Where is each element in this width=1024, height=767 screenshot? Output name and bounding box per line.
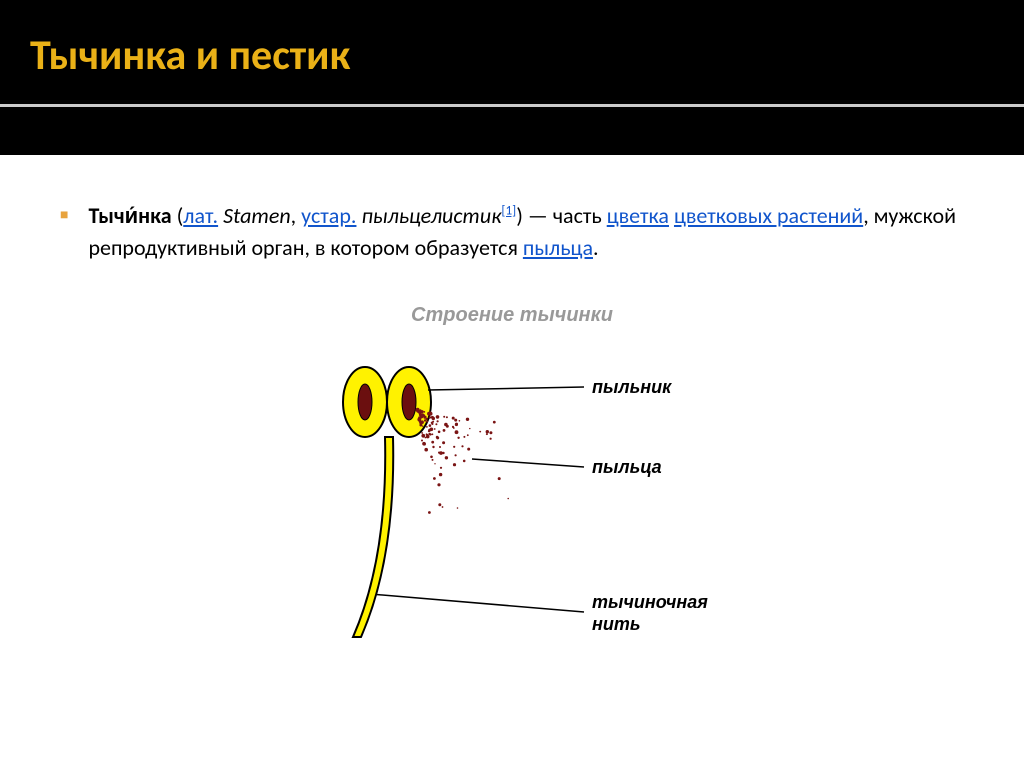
label-filament: тычиночная [592, 592, 708, 612]
link-flower[interactable]: цветка [607, 202, 669, 229]
footnote-ref[interactable]: [1] [501, 202, 516, 219]
label-anther: пыльник [592, 377, 672, 397]
diagram-container: Строение тычинки пыльник пыльца тычиночная… [262, 304, 762, 647]
content-area: ■ Тычи́нка (лат. Stamen, устар. пыльцели… [0, 155, 1024, 647]
title-bar: Тычинка и пестик [0, 0, 1024, 155]
diagram-title: Строение тычинки [262, 304, 762, 327]
link-latin[interactable]: лат. [183, 202, 218, 229]
term: Тычи́нка [88, 202, 171, 229]
bullet-icon: ■ [60, 206, 68, 223]
link-flowering-plants[interactable]: цветковых растений [674, 202, 863, 229]
latin-name: Stamen [223, 202, 291, 229]
bullet-item: ■ Тычи́нка (лат. Stamen, устар. пыльцели… [60, 200, 964, 264]
label-pollen: пыльца [592, 457, 662, 477]
definition-paragraph: Тычи́нка (лат. Stamen, устар. пыльцелист… [88, 200, 964, 264]
old-name: пыльцелистик [361, 202, 501, 229]
slide-title: Тычинка и пестик [30, 30, 994, 81]
svg-text:нить: нить [592, 614, 641, 634]
title-underline [0, 104, 1024, 107]
link-ustar[interactable]: устар. [301, 202, 356, 229]
link-pollen[interactable]: пыльца [523, 234, 593, 261]
stamen-diagram: пыльник пыльца тычиночнаянить [262, 347, 762, 647]
filament [353, 437, 393, 637]
